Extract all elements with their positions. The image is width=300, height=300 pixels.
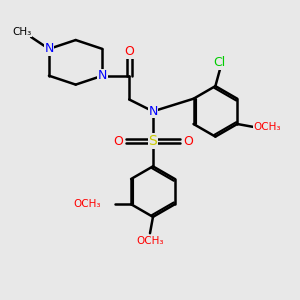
Text: N: N: [98, 69, 107, 82]
Text: CH₃: CH₃: [13, 27, 32, 37]
Text: OCH₃: OCH₃: [136, 236, 164, 246]
Text: S: S: [148, 134, 157, 148]
Text: O: O: [124, 45, 134, 58]
Text: N: N: [148, 105, 158, 118]
Text: N: N: [44, 42, 54, 56]
Text: O: O: [183, 135, 193, 148]
Text: Cl: Cl: [214, 56, 226, 69]
Text: O: O: [113, 135, 123, 148]
Text: OCH₃: OCH₃: [74, 199, 101, 209]
Text: OCH₃: OCH₃: [253, 122, 281, 132]
